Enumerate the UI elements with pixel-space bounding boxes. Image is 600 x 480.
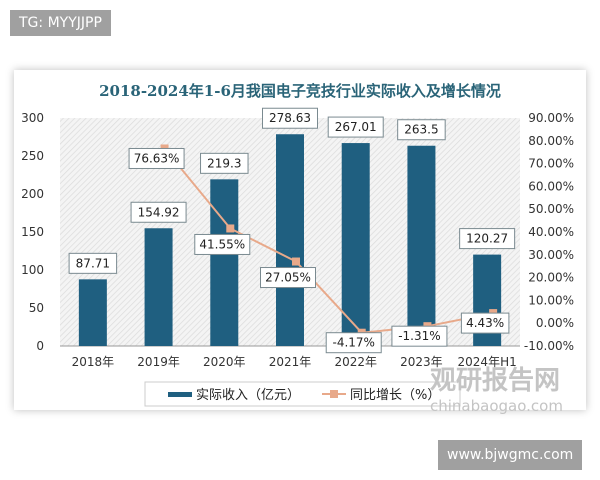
bar-label-box [397,119,446,141]
y-right-tick: -10.00% [524,339,574,353]
bar-label-box [262,107,318,129]
y-right-tick: 90.00% [528,111,574,125]
y-left-tick: 100 [21,263,44,277]
line-label-box [391,325,448,347]
y-right-tick: 50.00% [528,202,574,216]
watermark: 观研报告网 chinabaogao.com [430,360,563,415]
bar-label: 267.01 [335,120,377,134]
y-left-tick: 250 [21,149,44,163]
growth-point [226,224,235,233]
bar-label: 278.63 [269,111,311,125]
growth-point [292,257,300,266]
line-label-box [260,267,316,289]
bar-label: 263.5 [404,123,438,137]
legend-bar-label: 实际收入（亿元） [196,388,300,403]
line-label: -4.17% [332,336,374,350]
y-right-tick: 10.00% [528,293,574,307]
x-tick: 2018年 [72,355,115,369]
bar [407,145,436,346]
x-tick: 2021年 [269,355,312,369]
line-label-box [460,312,510,334]
y-left-tick: 150 [21,225,44,239]
y-left-tick: 0 [36,339,44,353]
watermark-url: chinabaogao.com [430,397,563,415]
line-label: 41.55% [199,237,245,251]
x-tick: 2022年 [334,355,377,369]
y-right-tick: 0.00% [536,316,574,330]
bar-label: 219.3 [207,156,241,170]
bar [341,143,370,346]
y-right-tick: 60.00% [528,179,574,193]
growth-line [163,147,494,334]
line-label: 4.43% [466,316,504,330]
y-right-tick: 70.00% [528,157,574,171]
y-right-tick: 40.00% [528,225,574,239]
x-tick: 2023年 [400,355,443,369]
line-label-box [128,147,185,169]
x-tick: 2019年 [137,355,180,369]
bar-label-box [327,116,384,138]
x-tick: 2024年H1 [458,355,517,369]
legend-bar-swatch [168,392,192,397]
y-right-tick: 30.00% [528,248,574,262]
legend-line-marker [330,390,338,398]
bar [276,134,304,346]
line-label-box [325,332,382,354]
line-label: 27.05% [265,271,311,285]
bar [78,279,107,346]
bar-label: 154.92 [138,205,180,219]
line-label: 76.63% [134,151,180,165]
bar-label-box [200,152,249,174]
bottom-right-tag: www.bjwgmc.com [438,440,583,470]
chart-title: 2018-2024年1-6月我国电子竞技行业实际收入及增长情况 [99,82,501,100]
line-label: -1.31% [398,329,440,343]
bar-label-box [459,228,516,250]
legend-box [144,381,461,407]
bar-label-box [130,201,187,223]
bar [144,228,173,346]
y-left-tick: 50 [29,301,44,315]
bar [210,179,239,346]
line-label-box [194,233,251,255]
y-left-tick: 200 [21,187,44,201]
legend-line-label: 同比增长（%） [350,388,440,403]
bar-label-box [68,252,118,274]
top-left-tag: TG: MYYJJPP [10,10,111,36]
y-left-tick: 300 [21,111,44,125]
watermark-name: 观研报告网 [430,366,561,396]
y-right-tick: 20.00% [528,271,574,285]
bar-label: 87.71 [76,256,110,270]
x-tick: 2020年 [203,355,246,369]
bar-label: 120.27 [466,232,508,246]
y-right-tick: 80.00% [528,134,574,148]
